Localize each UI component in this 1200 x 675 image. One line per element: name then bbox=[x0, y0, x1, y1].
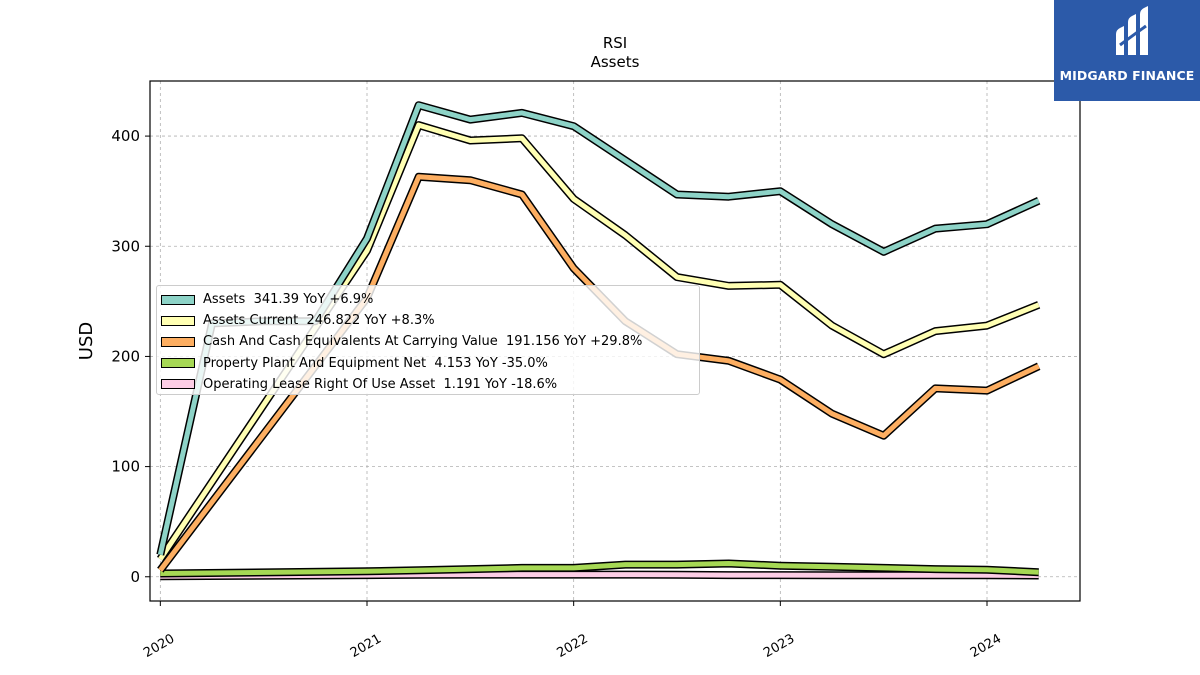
legend-label: Property Plant And Equipment Net 4.153 Y… bbox=[203, 355, 548, 371]
x-tick-label: 2024 bbox=[968, 631, 1004, 661]
legend-swatch bbox=[161, 379, 195, 390]
y-tick-label: 0 bbox=[130, 568, 140, 586]
y-axis-label: USD bbox=[76, 322, 97, 360]
x-tick-label: 2022 bbox=[555, 631, 591, 661]
y-tick-label: 300 bbox=[111, 237, 140, 255]
legend-item-ppe: Property Plant And Equipment Net 4.153 Y… bbox=[161, 353, 699, 374]
legend-swatch bbox=[161, 315, 195, 326]
series-lines bbox=[156, 101, 1041, 581]
chart-subtitle: Assets bbox=[591, 53, 640, 71]
brand-name: MIDGARD FINANCE bbox=[1059, 68, 1195, 83]
series-line-property-plant-and-equipment-net bbox=[160, 561, 1039, 576]
legend-item-cash: Cash And Cash Equivalents At Carrying Va… bbox=[161, 331, 699, 352]
chart-legend: Assets 341.39 YoY +6.9% Assets Current 2… bbox=[156, 285, 700, 395]
legend-label: Assets 341.39 YoY +6.9% bbox=[203, 292, 374, 308]
brand-logo: MIDGARD FINANCE bbox=[1054, 0, 1200, 101]
series-line-assets-current bbox=[158, 122, 1040, 561]
legend-label: Operating Lease Right Of Use Asset 1.191… bbox=[203, 376, 558, 392]
x-tick-label: 2023 bbox=[761, 631, 797, 661]
brand-mark-icon bbox=[1116, 6, 1148, 55]
legend-label: Assets Current 246.822 YoY +8.3% bbox=[203, 313, 435, 329]
legend-swatch bbox=[161, 358, 195, 369]
y-tick-label: 200 bbox=[111, 347, 140, 365]
series-line-operating-lease-right-of-use-asset bbox=[160, 572, 1039, 579]
x-tick-label: 2020 bbox=[141, 631, 177, 661]
legend-label: Cash And Cash Equivalents At Carrying Va… bbox=[203, 334, 643, 350]
legend-item-assets-current: Assets Current 246.822 YoY +8.3% bbox=[161, 310, 699, 331]
legend-swatch bbox=[161, 336, 195, 347]
x-tick-label: 2021 bbox=[348, 631, 384, 661]
plot-area-frame bbox=[149, 80, 1081, 602]
y-tick-label: 400 bbox=[111, 127, 140, 145]
legend-item-lease: Operating Lease Right Of Use Asset 1.191… bbox=[161, 374, 699, 395]
y-tick-label: 100 bbox=[111, 458, 140, 476]
legend-swatch bbox=[161, 294, 195, 305]
chart-title: RSI bbox=[603, 34, 627, 52]
legend-item-assets: Assets 341.39 YoY +6.9% bbox=[161, 289, 699, 310]
